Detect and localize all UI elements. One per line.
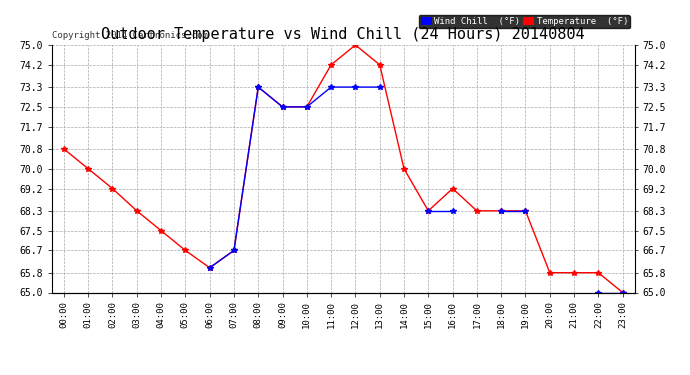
Text: Copyright 2014 Cartronics.com: Copyright 2014 Cartronics.com (52, 31, 208, 40)
Legend: Wind Chill  (°F), Temperature  (°F): Wind Chill (°F), Temperature (°F) (419, 15, 630, 28)
Title: Outdoor Temperature vs Wind Chill (24 Hours) 20140804: Outdoor Temperature vs Wind Chill (24 Ho… (101, 27, 585, 42)
